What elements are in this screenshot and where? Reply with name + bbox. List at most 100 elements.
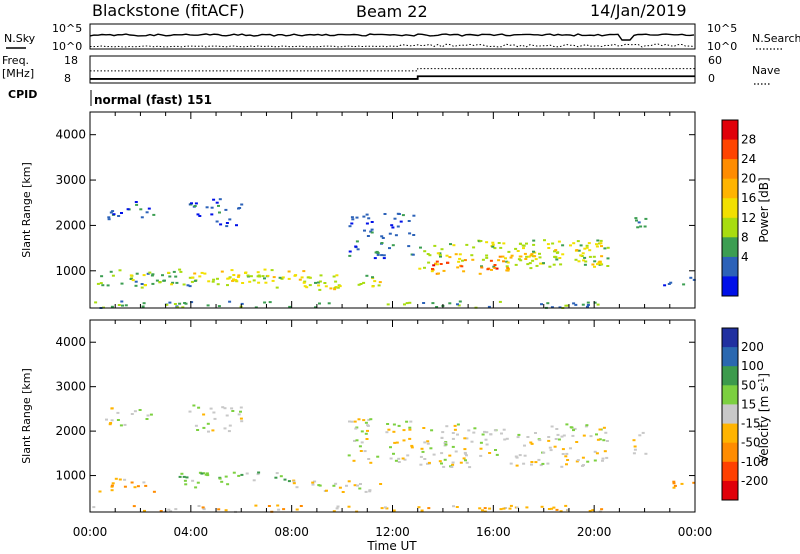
- velocity-cell: [213, 417, 217, 420]
- power-cell: [186, 284, 190, 287]
- velocity-cell: [553, 445, 557, 448]
- nave-series: [90, 68, 695, 72]
- velocity-cell: [537, 458, 541, 461]
- power-cell: [228, 276, 232, 279]
- power-cell: [461, 259, 464, 262]
- velocity-cell: [641, 431, 645, 434]
- power-cell: [244, 271, 248, 274]
- power-cell: [411, 253, 415, 256]
- velocity-cell: [420, 447, 424, 450]
- velocity-cell: [277, 508, 281, 511]
- velocity-cell: [419, 455, 423, 458]
- power-cell: [495, 267, 499, 270]
- velocity-cell: [197, 406, 201, 409]
- power-cell: [452, 244, 456, 247]
- velocity-cell: [588, 510, 592, 512]
- power-cell: [275, 286, 279, 289]
- velocity-cell: [633, 445, 637, 448]
- velocity-cell: [366, 424, 370, 427]
- noise-tick-right-bottom: 10^0: [707, 40, 737, 53]
- power-cell: [217, 305, 221, 308]
- velocity-cell: [355, 439, 359, 442]
- velocity-echo-region: [188, 404, 244, 433]
- velocity-cell: [332, 484, 336, 487]
- power-cell: [317, 284, 321, 287]
- power-cell: [581, 303, 585, 306]
- power-cell: [388, 247, 391, 250]
- power-cell: [553, 255, 557, 258]
- velocity-cell: [473, 427, 477, 430]
- nsearch-series: [89, 43, 695, 48]
- velocity-cell: [518, 454, 522, 457]
- power-cell: [497, 242, 501, 244]
- velocity-cell: [178, 475, 182, 478]
- velocity-cell: [123, 485, 127, 488]
- xtick-label: 12:00: [375, 525, 410, 539]
- power-cell: [365, 274, 369, 277]
- velocity-cell: [369, 461, 373, 464]
- power-cell: [168, 301, 172, 304]
- velocity-cell: [564, 455, 568, 458]
- power-cell: [393, 217, 397, 220]
- power-cell: [198, 275, 202, 278]
- velocity-cell: [484, 438, 488, 441]
- colorbar-segment: [722, 480, 738, 501]
- velocity-cell: [123, 423, 127, 426]
- power-cell: [635, 219, 638, 222]
- velocity-cell: [192, 404, 196, 407]
- power-cell: [203, 272, 207, 275]
- power-cell: [407, 220, 411, 222]
- power-cell: [480, 266, 484, 269]
- velocity-marks: [92, 404, 696, 513]
- velocity-cell: [450, 466, 454, 468]
- velocity-cell: [239, 417, 243, 420]
- velocity-cell: [240, 473, 244, 476]
- power-cell: [148, 271, 152, 274]
- power-echo-region: [188, 198, 244, 228]
- power-cell: [359, 283, 363, 285]
- velocity-cell: [509, 462, 513, 465]
- power-cell: [569, 244, 572, 247]
- velocity-cell: [395, 441, 399, 444]
- colorbar-tick-label: 28: [741, 133, 756, 147]
- velocity-cell: [417, 506, 421, 509]
- power-cell: [217, 204, 220, 207]
- power-cell: [485, 241, 489, 244]
- power-cell: [308, 284, 312, 287]
- power-cell: [216, 277, 219, 280]
- velocity-panel-frame: [89, 319, 696, 513]
- power-cell: [348, 250, 352, 253]
- nsky-label: N.Sky: [4, 32, 36, 45]
- power-cell: [548, 265, 552, 268]
- velocity-cell: [345, 484, 348, 487]
- power-cell: [327, 302, 331, 305]
- velocity-cell: [500, 432, 503, 435]
- velocity-cell: [364, 421, 368, 424]
- power-cell: [94, 301, 98, 304]
- power-cell: [499, 246, 503, 249]
- power-cell: [408, 301, 412, 304]
- power-cell: [577, 260, 581, 263]
- velocity-cell: [452, 505, 455, 508]
- noise-panel-frame: [89, 23, 696, 50]
- noise-tick-right-top: 10^5: [707, 22, 737, 35]
- velocity-cell: [365, 438, 369, 440]
- power-cell: [555, 258, 559, 261]
- power-cell: [428, 254, 432, 257]
- velocity-cell: [167, 508, 171, 511]
- velocity-cell: [470, 440, 474, 443]
- power-cell: [519, 255, 523, 258]
- velocity-cell: [581, 456, 585, 459]
- velocity-cell: [174, 508, 178, 511]
- velocity-cell: [332, 510, 336, 513]
- power-cell: [458, 300, 462, 303]
- power-cell: [318, 302, 321, 305]
- velocity-cell: [444, 443, 448, 446]
- power-cell: [146, 272, 150, 275]
- power-cell: [230, 269, 234, 272]
- power-cell: [161, 274, 164, 277]
- power-cell: [561, 253, 565, 256]
- velocity-cell: [561, 448, 565, 451]
- power-cell: [332, 275, 336, 278]
- velocity-cell: [547, 508, 551, 510]
